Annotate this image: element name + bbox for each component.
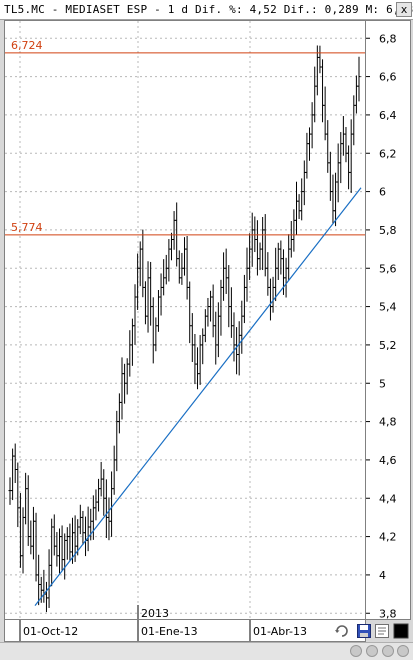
- status-indicator-icon: [350, 645, 362, 657]
- y-tick-label: 6,4: [379, 109, 397, 122]
- y-tick-label: 5,2: [379, 339, 397, 352]
- refresh-icon[interactable]: [334, 623, 350, 639]
- y-tick-label: 4,6: [379, 454, 397, 467]
- status-bar: [0, 642, 413, 660]
- y-tick-label: 5,8: [379, 224, 397, 237]
- close-icon: x: [400, 3, 408, 16]
- y-axis: 6,8 6,6 6,4 6,2 6 5,8 5,6 5,4 5,2 5 4,8 4,6 4,4 4,2 4 3…: [366, 20, 411, 620]
- price-chart: 2013 6,724 5,774: [5, 21, 365, 620]
- y-tick-label: 3,8: [379, 607, 397, 619]
- close-button[interactable]: x: [396, 2, 412, 17]
- color-swatch-icon[interactable]: [393, 623, 409, 639]
- chart-title: TL5.MC - MEDIASET ESP - 1 d Dif. %: 4,52…: [4, 3, 413, 16]
- x-tick-label: 01-Abr-13: [253, 625, 307, 638]
- x-tick-label: 01-Oct-12: [23, 625, 78, 638]
- price-plot-area[interactable]: 2013 6,724 5,774: [4, 20, 366, 620]
- horizontal-level-label: 5,774: [11, 221, 43, 234]
- x-axis: 01-Oct-12 01-Ene-13 01-Abr-13: [4, 620, 366, 642]
- y-tick-label: 4,2: [379, 531, 397, 544]
- x-tick-label: 01-Ene-13: [141, 625, 198, 638]
- y-tick-label: 5: [379, 377, 386, 390]
- save-icon[interactable]: [356, 623, 372, 639]
- y-tick-label: 5,4: [379, 301, 397, 314]
- chart-header: TL5.MC - MEDIASET ESP - 1 d Dif. %: 4,52…: [0, 0, 413, 20]
- support-trendline[interactable]: [34, 187, 362, 606]
- x-axis-ticks: 01-Oct-12 01-Ene-13 01-Abr-13: [19, 620, 307, 641]
- y-tick-label: 6,6: [379, 71, 397, 84]
- y-tick-label: 6,2: [379, 147, 397, 160]
- y-tick-label: 4,8: [379, 416, 397, 429]
- y-axis-ticks: 6,8 6,6 6,4 6,2 6 5,8 5,6 5,4 5,2 5 4,8 4,6 4,4 4,2 4 3…: [366, 32, 397, 620]
- properties-icon[interactable]: [374, 623, 390, 639]
- y-tick-label: 6: [379, 186, 386, 199]
- y-tick-label: 4: [379, 569, 386, 582]
- year-label: 2013: [141, 607, 169, 619]
- status-indicator-icon: [382, 645, 394, 657]
- horizontal-level-label: 6,724: [11, 39, 43, 52]
- y-tick-label: 4,4: [379, 492, 397, 505]
- status-indicator-icon: [366, 645, 378, 657]
- y-tick-label: 6,8: [379, 32, 397, 45]
- status-indicator-icon: [397, 645, 409, 657]
- chart-toolbar: [330, 622, 412, 642]
- y-tick-label: 5,6: [379, 262, 397, 275]
